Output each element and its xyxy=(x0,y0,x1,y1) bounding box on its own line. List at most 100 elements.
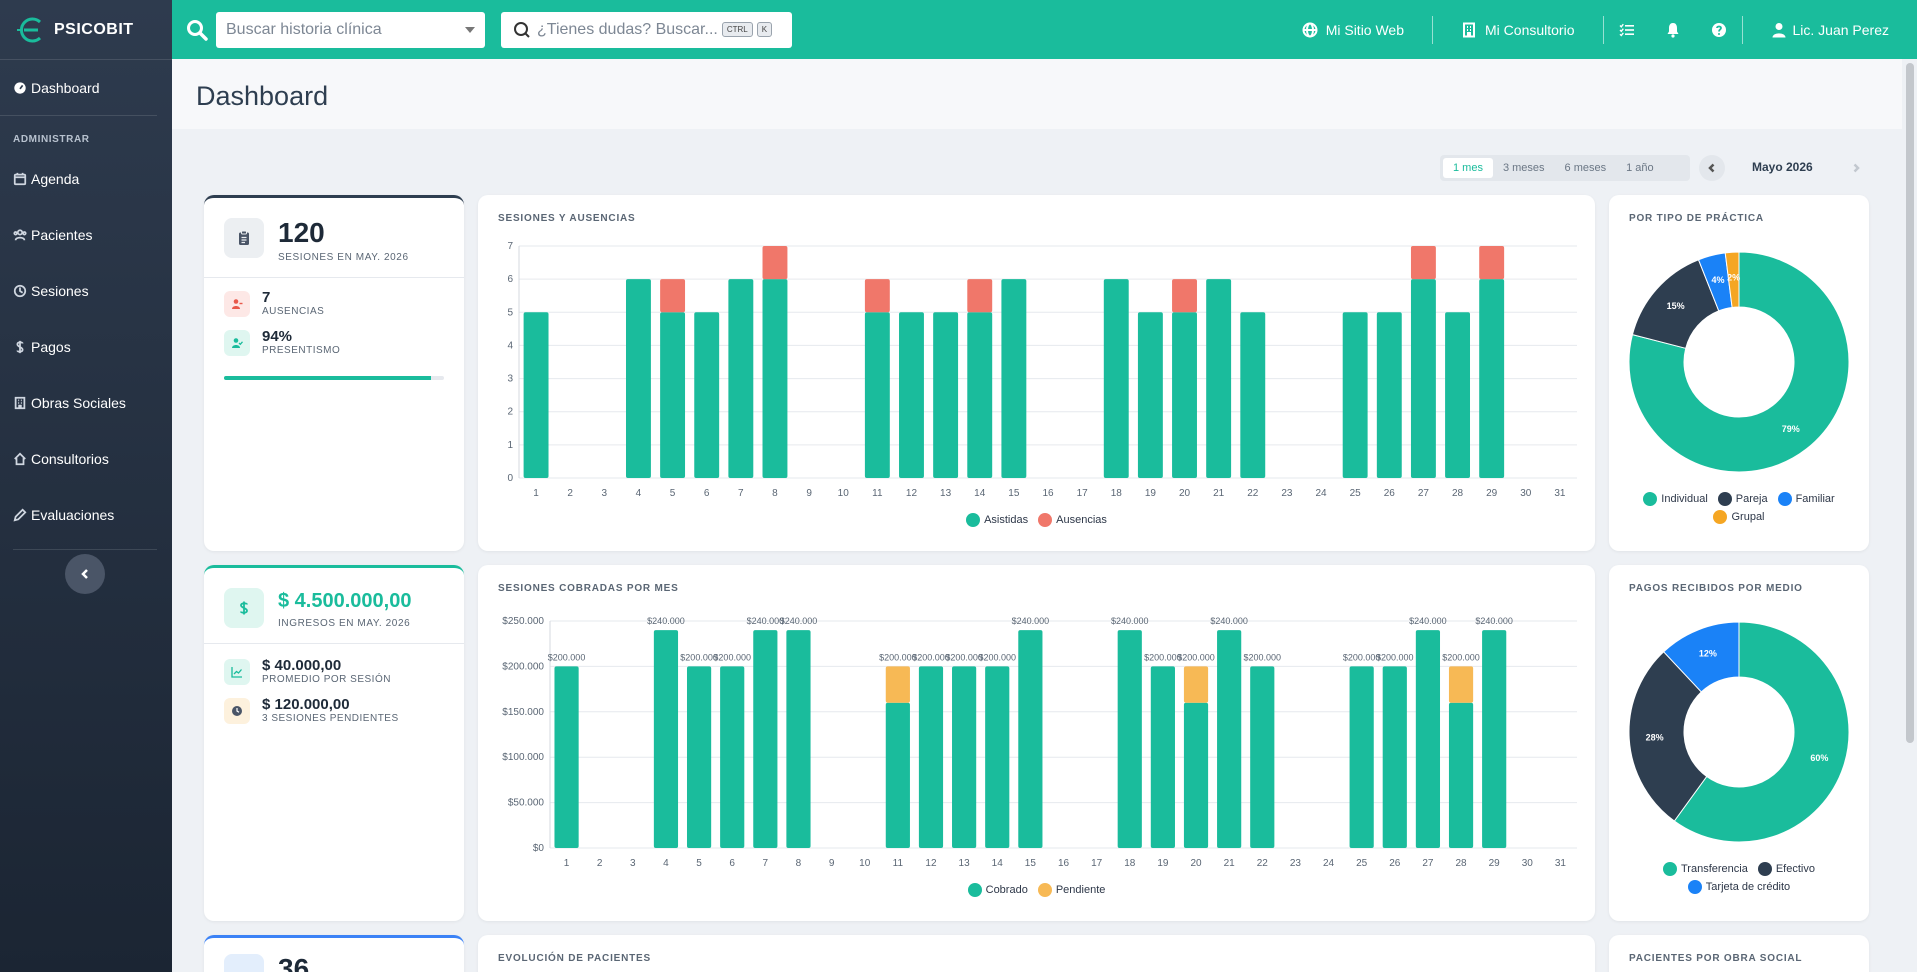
sidebar-item-pacientes[interactable]: Pacientes xyxy=(0,207,172,263)
gauge-icon xyxy=(14,81,26,94)
sidebar-item-sesiones[interactable]: Sesiones xyxy=(0,263,172,319)
x-tick-label: 22 xyxy=(1247,488,1259,499)
presence-value: 94% xyxy=(262,328,293,345)
chevron-left-icon xyxy=(81,569,88,579)
x-tick-label: 10 xyxy=(838,488,850,499)
evolution-chart-card: EVOLUCIÓN DE PACIENTES xyxy=(478,935,1595,972)
avg-session-label: PROMEDIO POR SESIÓN xyxy=(262,674,391,685)
sidebar-item-evaluaciones[interactable]: Evaluaciones xyxy=(0,487,172,543)
legend-item[interactable]: Grupal xyxy=(1713,510,1765,524)
bar-value-label: $240.000 xyxy=(1475,616,1513,626)
legend-dot xyxy=(1663,862,1677,876)
y-tick-label: 2 xyxy=(507,407,513,418)
sidebar-item-label: Sesiones xyxy=(31,283,89,299)
prev-month-button[interactable] xyxy=(1699,155,1725,181)
legend-label: Ausencias xyxy=(1056,514,1107,526)
practice-chart-legend: Individual Pareja Familiar Grupal xyxy=(1620,492,1858,524)
patients-total-value: 36 xyxy=(278,953,310,972)
x-tick-label: 10 xyxy=(859,858,871,869)
sessions-total-label: SESIONES EN MAY. 2026 xyxy=(278,252,409,263)
pending-value: $ 120.000,00 xyxy=(262,696,350,713)
range-option-3-months[interactable]: 3 meses xyxy=(1502,162,1545,174)
x-tick-label: 8 xyxy=(772,488,778,499)
x-tick-label: 14 xyxy=(974,488,986,499)
bar-value-label: $240.000 xyxy=(747,616,785,626)
legend-item[interactable]: Transferencia xyxy=(1663,862,1748,876)
legend-item[interactable]: Individual xyxy=(1643,492,1708,506)
sidebar-item-obras-sociales[interactable]: Obras Sociales xyxy=(0,375,172,431)
sidebar-item-consultorios[interactable]: Consultorios xyxy=(0,431,172,487)
help-button[interactable] xyxy=(1696,22,1742,38)
y-tick-label: 0 xyxy=(507,473,513,484)
range-option-1-month[interactable]: 1 mes xyxy=(1443,158,1493,178)
page-scrollbar[interactable] xyxy=(1906,63,1914,743)
topbar-divider xyxy=(1741,15,1743,44)
x-tick-label: 6 xyxy=(729,858,735,869)
sidebar-item-pagos[interactable]: Pagos xyxy=(0,319,172,375)
x-tick-label: 29 xyxy=(1489,858,1501,869)
bar-value-label: $200.000 xyxy=(1343,652,1381,662)
next-month-button[interactable] xyxy=(1843,155,1869,181)
bar-asistidas xyxy=(660,312,686,478)
bar-asistidas xyxy=(523,312,549,478)
user-menu[interactable]: Lic. Juan Perez xyxy=(1743,22,1917,38)
x-tick-label: 28 xyxy=(1452,488,1464,499)
y-tick-label: 7 xyxy=(507,241,513,252)
search-icon[interactable] xyxy=(186,19,208,41)
my-office-link[interactable]: Mi Consultorio xyxy=(1433,22,1602,38)
payments-chart-card: PAGOS RECIBIDOS POR MEDIO 60% 28% 12% xyxy=(1609,565,1869,921)
bar-ausencias xyxy=(660,279,686,313)
legend-label: Pareja xyxy=(1735,493,1768,505)
slice-grupal xyxy=(1724,251,1740,308)
bar-cobrado xyxy=(1415,630,1441,848)
x-tick-label: 15 xyxy=(1008,488,1020,499)
bar-value-label: $240.000 xyxy=(647,616,685,626)
legend-dot xyxy=(1777,492,1792,506)
bar-cobrado xyxy=(786,630,811,848)
help-search-placeholder: ¿Tienes dudas? Buscar... xyxy=(537,20,718,38)
legend-item[interactable]: Pareja xyxy=(1717,492,1768,506)
kbd-ctrl: CTRL xyxy=(721,22,753,37)
help-search-input[interactable]: ¿Tienes dudas? Buscar... CTRL K xyxy=(501,11,792,48)
user-icon xyxy=(1772,22,1785,37)
legend-item[interactable]: Pendiente xyxy=(1037,883,1105,897)
y-tick-label: 4 xyxy=(507,340,513,351)
sidebar-item-label: Consultorios xyxy=(31,451,109,467)
legend-item[interactable]: Ausencias xyxy=(1038,513,1107,527)
legend-item[interactable]: Familiar xyxy=(1777,492,1835,506)
brand[interactable]: PSICOBIT xyxy=(0,0,172,60)
my-website-link[interactable]: Mi Sitio Web xyxy=(1274,22,1432,38)
legend-item[interactable]: Cobrado xyxy=(967,883,1028,897)
legend-item[interactable]: Tarjeta de crédito xyxy=(1687,880,1790,894)
clock-icon xyxy=(13,284,27,298)
patients-stat-card: 36 xyxy=(204,935,464,972)
notifications-button[interactable] xyxy=(1650,22,1696,38)
absences-value: 7 xyxy=(262,289,271,306)
range-option-1-year[interactable]: 1 año xyxy=(1626,162,1654,174)
legend-label: Asistidas xyxy=(984,514,1029,526)
dollar-icon xyxy=(224,588,264,628)
bar-value-label: $200.000 xyxy=(1442,652,1480,662)
bar-asistidas xyxy=(694,312,720,478)
income-stat-card: $ 4.500.000,00 INGRESOS EN MAY. 2026 $ 4… xyxy=(204,565,464,921)
dollar-icon xyxy=(16,340,24,354)
y-tick-label: $50.000 xyxy=(508,798,545,809)
x-tick-label: 14 xyxy=(992,858,1004,869)
presence-progress-bar xyxy=(224,376,444,380)
bar-pendiente xyxy=(1448,666,1474,703)
bar-cobrado xyxy=(885,702,910,848)
range-option-6-months[interactable]: 6 meses xyxy=(1564,162,1607,174)
y-tick-label: 6 xyxy=(507,274,513,285)
sidebar-item-dashboard[interactable]: Dashboard xyxy=(0,60,157,116)
sidebar-collapse-button[interactable] xyxy=(65,554,105,594)
legend-item[interactable]: Asistidas xyxy=(966,513,1028,527)
history-search-select[interactable]: Buscar historia clínica xyxy=(216,11,485,48)
evolution-chart-title: EVOLUCIÓN DE PACIENTES xyxy=(498,953,651,964)
legend-item[interactable]: Efectivo xyxy=(1757,862,1815,876)
sidebar: PSICOBIT Dashboard ADMINISTRAR Agenda Pa… xyxy=(0,0,172,972)
clipboard-icon xyxy=(224,218,264,258)
tasks-button[interactable] xyxy=(1604,22,1650,38)
sidebar-item-agenda[interactable]: Agenda xyxy=(0,151,172,207)
presence-label: PRESENTISMO xyxy=(262,345,341,356)
